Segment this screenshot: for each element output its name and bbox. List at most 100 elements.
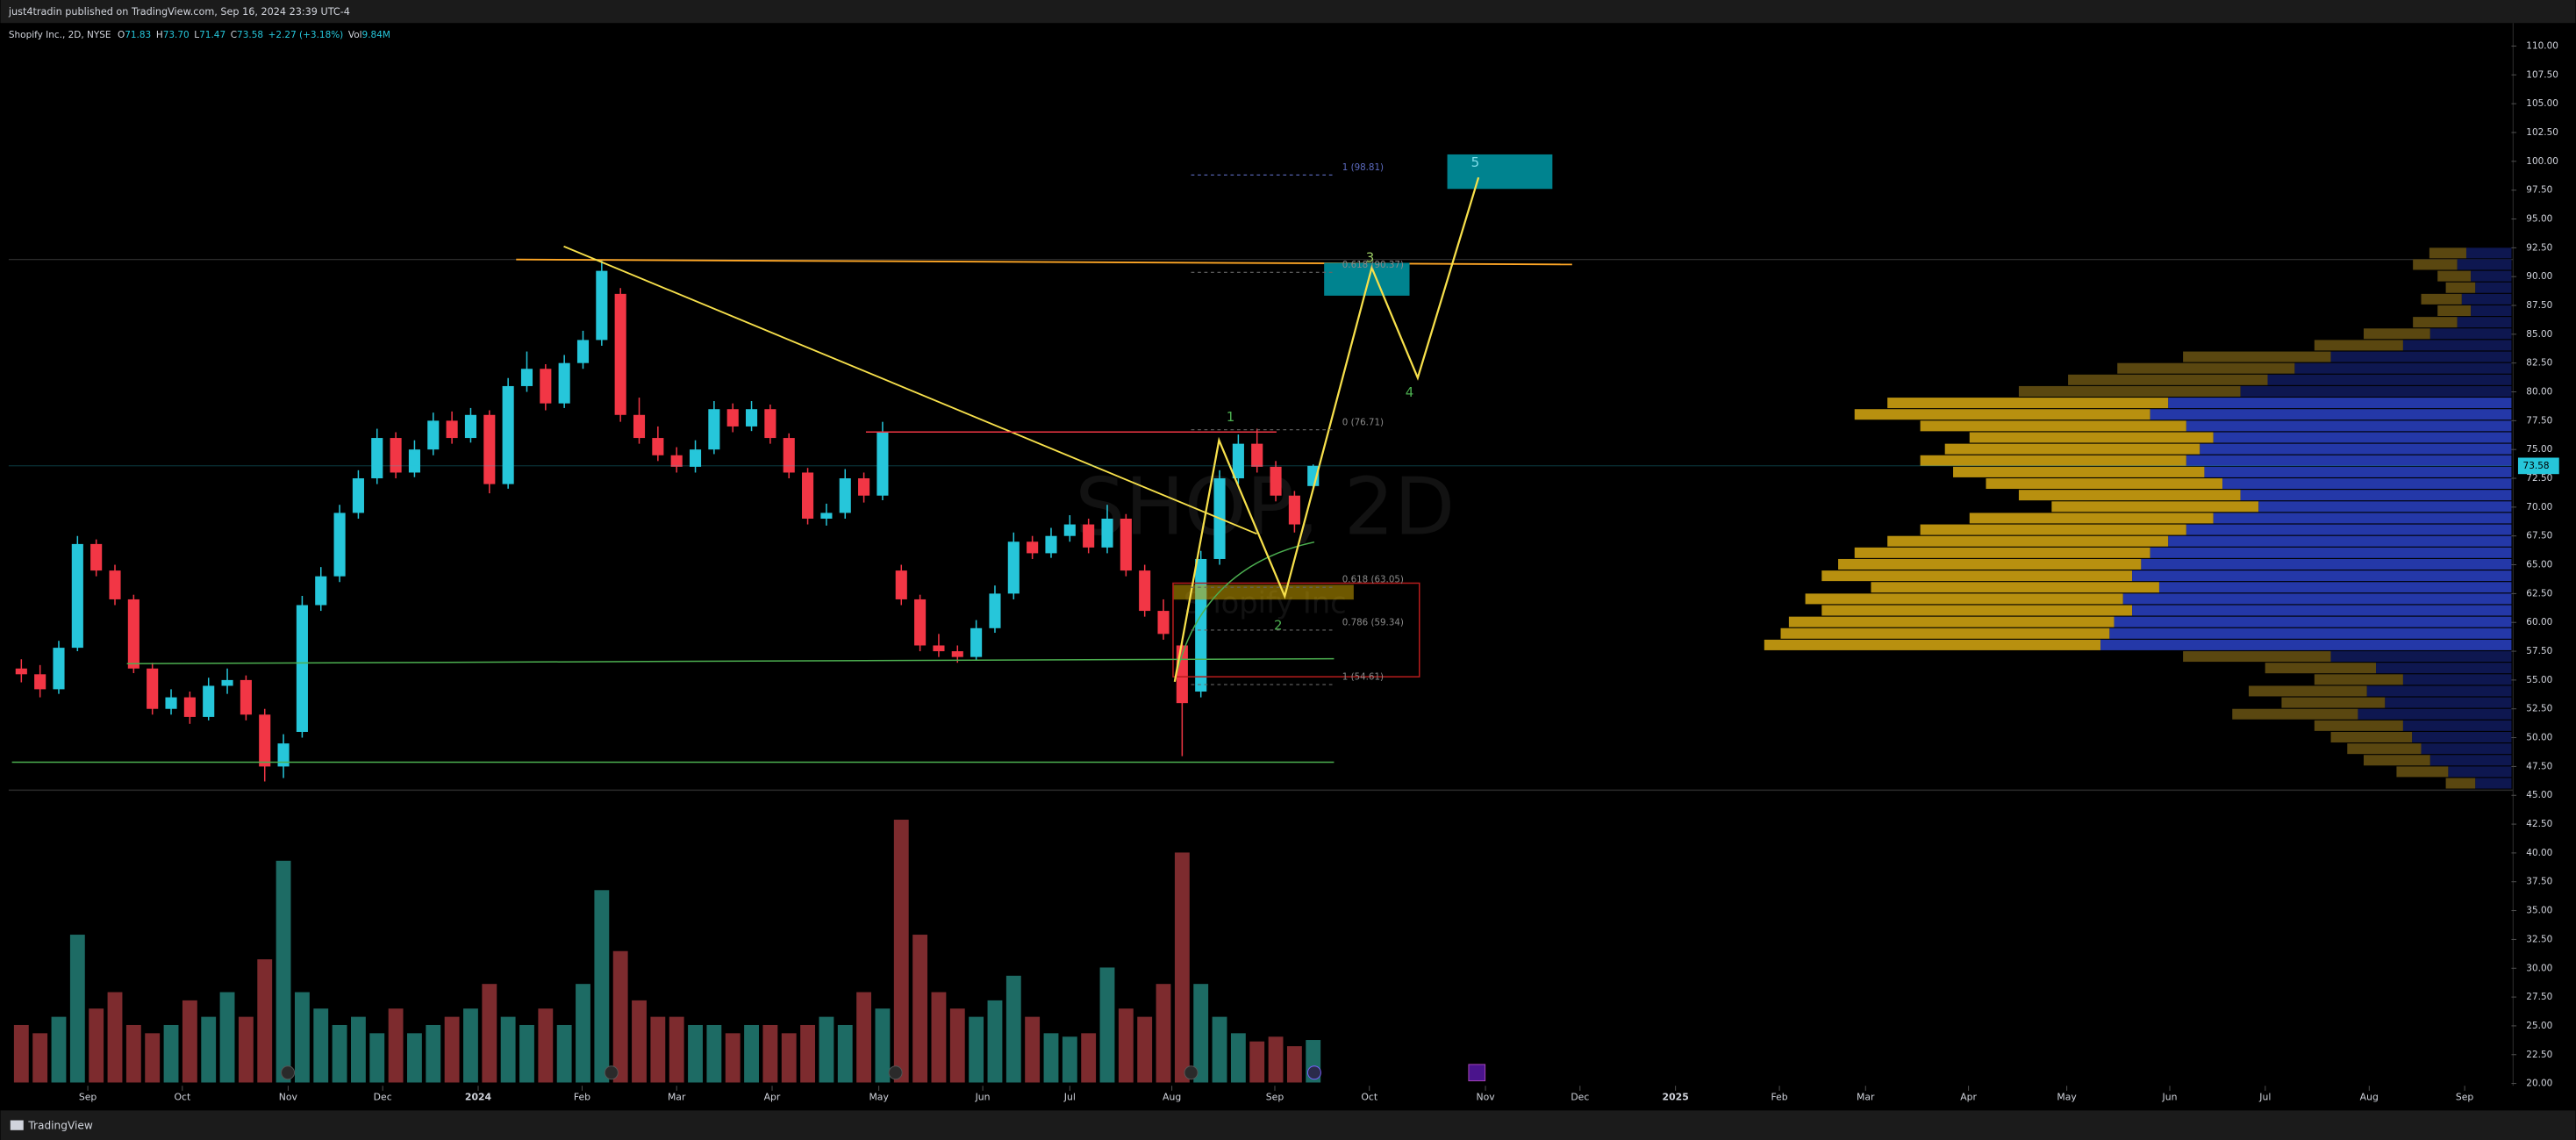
volume-bar [744, 1024, 759, 1083]
volume-bar [1081, 1033, 1097, 1083]
axis-layer: 1 (98.81) 0.618 (90.37) 0 (76.71) 0.618 (63… [8, 40, 2559, 1102]
profile-bar [2412, 731, 2512, 743]
x-tick-label: Mar [1857, 1091, 1875, 1102]
trend-line [563, 245, 1257, 535]
candle-body [352, 478, 364, 513]
candle-body [1120, 519, 1132, 571]
profile-bar [2186, 420, 2512, 432]
volume-bar [875, 1008, 891, 1083]
x-tick-label: May [2057, 1091, 2077, 1102]
candle-body [708, 409, 720, 450]
volume-bar [800, 1024, 815, 1083]
volume-bar [1099, 967, 1115, 1083]
profile-bar [2018, 490, 2241, 501]
volume-bar [219, 992, 235, 1083]
profile-bar [2200, 443, 2512, 455]
legend-value: 71.47 [199, 30, 225, 40]
volume-bar [482, 984, 497, 1083]
x-tick-label: Oct [1361, 1091, 1377, 1102]
fib-label: 0.618 (63.05) [1342, 575, 1404, 585]
candle-body [1157, 611, 1170, 635]
profile-bar [2141, 558, 2512, 570]
candle-body [933, 645, 945, 652]
y-tick-label: 82.50 [2526, 358, 2552, 369]
candle-body [109, 570, 121, 599]
volume-bar [89, 1008, 104, 1083]
symbol: Shopify Inc., 2D, NYSE [9, 30, 111, 40]
candle-body [858, 478, 870, 496]
candle-body [1288, 495, 1300, 525]
candle-body [783, 438, 795, 473]
profile-bar [2475, 778, 2512, 789]
volume-bar [182, 1000, 197, 1083]
profile-bar [2376, 663, 2512, 674]
candle-body [1270, 466, 1282, 496]
y-tick-label: 77.50 [2526, 415, 2552, 426]
y-tick-label: 22.50 [2526, 1050, 2552, 1060]
candle-body [1251, 443, 1263, 467]
profile-bar [2183, 351, 2331, 362]
earnings-icon [1184, 1065, 1199, 1080]
x-tick-label: Oct [174, 1091, 190, 1102]
candle-body [989, 593, 1001, 628]
volume-bar [32, 1033, 48, 1083]
volume-bar [1025, 1016, 1041, 1083]
candle-body [970, 627, 983, 657]
wave-path [1173, 176, 1480, 682]
y-tick-label: 52.50 [2526, 704, 2552, 714]
y-tick-label: 110.00 [2526, 40, 2558, 51]
profile-bar [1944, 443, 2200, 455]
candle-body [1007, 541, 1020, 594]
candle-body [1045, 535, 1057, 554]
y-tick-label: 72.50 [2526, 473, 2552, 484]
candle-body [371, 438, 383, 479]
brand: TradingView [27, 1120, 93, 1132]
y-tick-label: 85.00 [2526, 329, 2552, 340]
candle-body [520, 369, 533, 386]
wave-label: 4 [1406, 384, 1414, 400]
y-tick-label: 95.00 [2526, 213, 2552, 224]
profile-bar [2471, 270, 2512, 282]
x-tick-label: Jun [2162, 1091, 2178, 1102]
candle-body [90, 543, 103, 571]
candle-body [614, 293, 626, 415]
candle-body [408, 449, 420, 473]
candle-body [540, 369, 552, 404]
volume-bar [369, 1033, 385, 1083]
profile-bar [2448, 766, 2512, 778]
profile-bar [1920, 420, 2186, 432]
price-tag-label: 73.58 [2523, 461, 2550, 471]
profile-bar [2437, 305, 2472, 317]
profile-bar [2294, 362, 2512, 374]
x-tick-label: Feb [1771, 1091, 1787, 1102]
volume-bar [612, 950, 628, 1083]
candle-body [764, 409, 776, 439]
event-icon [1306, 1065, 1321, 1080]
profile-bar [2330, 351, 2512, 362]
candle-body [839, 478, 851, 513]
legend-value: 73.70 [163, 30, 190, 40]
profile-bar [2222, 478, 2512, 490]
profile-bar [1969, 513, 2214, 524]
profile-bar [2437, 270, 2472, 282]
x-tick-label: Sep [1266, 1091, 1284, 1102]
y-tick-label: 70.00 [2526, 502, 2552, 513]
legend-key: H [156, 30, 163, 40]
volume-bar [1212, 1016, 1227, 1083]
volume-bar [949, 1008, 965, 1083]
candle-body [203, 685, 215, 717]
legend-value: 9.84M [362, 30, 390, 40]
profile-bar [2122, 593, 2512, 605]
candle-body [1027, 541, 1039, 554]
profile-bar [2150, 409, 2512, 420]
volume-bar [145, 1033, 161, 1083]
volume-bar [576, 984, 590, 1083]
volume-bar [1043, 1033, 1059, 1083]
volume-bar [238, 1016, 254, 1083]
x-tick-label: Jul [2258, 1091, 2271, 1102]
footer-bar [0, 1110, 2576, 1140]
profile-bar [2281, 697, 2386, 708]
candle-body [483, 414, 496, 484]
